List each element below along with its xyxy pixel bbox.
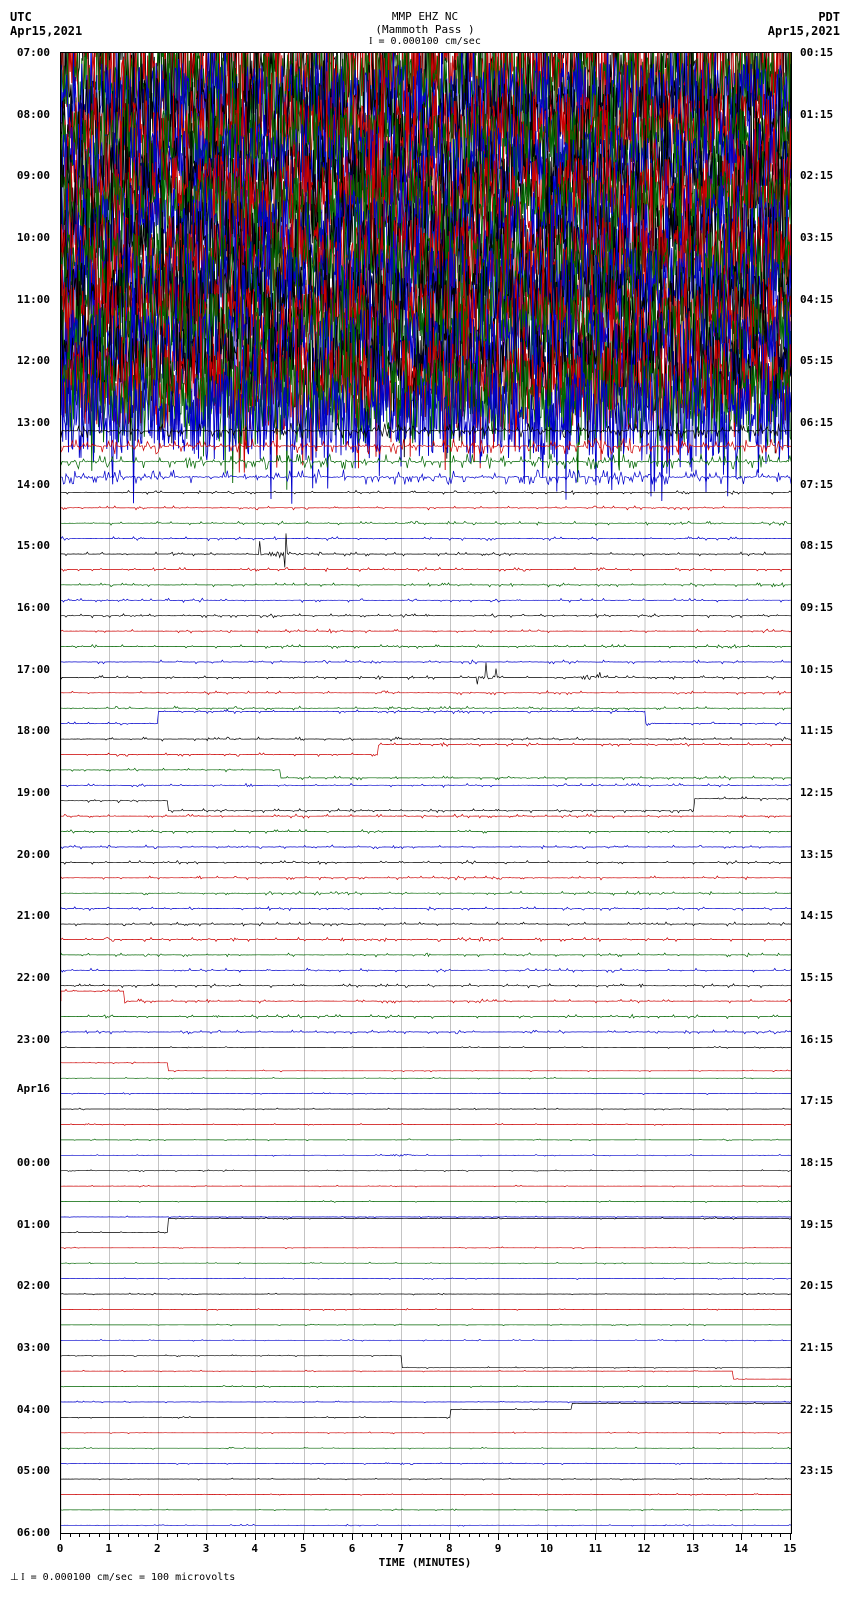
x-tick-label: 8 xyxy=(446,1542,453,1555)
right-hour-label: 18:15 xyxy=(800,1156,833,1169)
left-hour-label: 18:00 xyxy=(17,724,50,737)
x-tick-label: 3 xyxy=(203,1542,210,1555)
station-location: (Mammoth Pass ) xyxy=(90,23,760,36)
right-hour-label: 10:15 xyxy=(800,663,833,676)
x-axis-label: TIME (MINUTES) xyxy=(379,1556,472,1569)
header-left: UTC Apr15,2021 xyxy=(10,10,90,38)
left-hour-label: 02:00 xyxy=(17,1279,50,1292)
footer: ⊥ I = 0.000100 cm/sec = 100 microvolts xyxy=(10,1572,840,1583)
right-hour-label: 02:15 xyxy=(800,169,833,182)
right-hour-label: 01:15 xyxy=(800,108,833,121)
x-axis: TIME (MINUTES) 0123456789101112131415 xyxy=(60,1534,790,1564)
scale-bar-icon: ⊥ I xyxy=(10,1572,25,1583)
left-hour-label: 00:00 xyxy=(17,1156,50,1169)
x-tick-label: 5 xyxy=(300,1542,307,1555)
right-time-labels: 00:1501:1502:1503:1504:1505:1506:1507:15… xyxy=(796,52,842,1532)
x-tick-label: 12 xyxy=(637,1542,650,1555)
left-hour-label: 23:00 xyxy=(17,1033,50,1046)
x-tick-label: 13 xyxy=(686,1542,699,1555)
left-hour-label: 15:00 xyxy=(17,539,50,552)
left-hour-label: 03:00 xyxy=(17,1341,50,1354)
right-hour-label: 20:15 xyxy=(800,1279,833,1292)
left-hour-label: 12:00 xyxy=(17,354,50,367)
right-hour-label: 14:15 xyxy=(800,909,833,922)
x-tick-label: 9 xyxy=(495,1542,502,1555)
left-hour-label: 05:00 xyxy=(17,1464,50,1477)
header-right: PDT Apr15,2021 xyxy=(760,10,840,38)
right-hour-label: 16:15 xyxy=(800,1033,833,1046)
plot-wrap: 07:0008:0009:0010:0011:0012:0013:0014:00… xyxy=(10,52,840,1534)
x-tick-label: 15 xyxy=(783,1542,796,1555)
right-hour-label: 06:15 xyxy=(800,416,833,429)
scale-line: I = 0.000100 cm/sec xyxy=(90,36,760,47)
x-tick-label: 7 xyxy=(397,1542,404,1555)
tz-right: PDT xyxy=(760,10,840,24)
left-hour-label: 16:00 xyxy=(17,601,50,614)
x-tick-label: 10 xyxy=(540,1542,553,1555)
left-hour-label: 21:00 xyxy=(17,909,50,922)
right-hour-label: 07:15 xyxy=(800,478,833,491)
left-time-labels: 07:0008:0009:0010:0011:0012:0013:0014:00… xyxy=(8,52,54,1532)
date-left: Apr15,2021 xyxy=(10,24,90,38)
left-hour-label: 07:00 xyxy=(17,46,50,59)
left-hour-label: 11:00 xyxy=(17,293,50,306)
date-right: Apr15,2021 xyxy=(760,24,840,38)
right-hour-label: 19:15 xyxy=(800,1218,833,1231)
right-hour-label: 04:15 xyxy=(800,293,833,306)
left-hour-label: 06:00 xyxy=(17,1526,50,1539)
right-hour-label: 13:15 xyxy=(800,848,833,861)
left-hour-label: 20:00 xyxy=(17,848,50,861)
left-hour-label: 08:00 xyxy=(17,108,50,121)
right-hour-label: 12:15 xyxy=(800,786,833,799)
seismogram-plot xyxy=(60,52,792,1534)
left-hour-label: 04:00 xyxy=(17,1403,50,1416)
x-tick-label: 0 xyxy=(57,1542,64,1555)
x-tick-label: 11 xyxy=(589,1542,602,1555)
left-hour-label: 14:00 xyxy=(17,478,50,491)
right-hour-label: 00:15 xyxy=(800,46,833,59)
tz-left: UTC xyxy=(10,10,90,24)
footer-text: = 0.000100 cm/sec = 100 microvolts xyxy=(31,1572,236,1583)
left-date2-label: Apr16 xyxy=(17,1082,50,1095)
x-tick-label: 6 xyxy=(349,1542,356,1555)
right-hour-label: 03:15 xyxy=(800,231,833,244)
header-center: MMP EHZ NC (Mammoth Pass ) I = 0.000100 … xyxy=(90,10,760,47)
right-hour-label: 15:15 xyxy=(800,971,833,984)
x-tick-label: 2 xyxy=(154,1542,161,1555)
right-hour-label: 21:15 xyxy=(800,1341,833,1354)
right-hour-label: 17:15 xyxy=(800,1094,833,1107)
right-hour-label: 23:15 xyxy=(800,1464,833,1477)
right-hour-label: 05:15 xyxy=(800,354,833,367)
station-id: MMP EHZ NC xyxy=(90,10,760,23)
x-tick-label: 14 xyxy=(735,1542,748,1555)
header: UTC Apr15,2021 MMP EHZ NC (Mammoth Pass … xyxy=(10,10,840,47)
right-hour-label: 09:15 xyxy=(800,601,833,614)
right-hour-label: 08:15 xyxy=(800,539,833,552)
left-hour-label: 10:00 xyxy=(17,231,50,244)
left-hour-label: 22:00 xyxy=(17,971,50,984)
left-hour-label: 09:00 xyxy=(17,169,50,182)
left-hour-label: 17:00 xyxy=(17,663,50,676)
right-hour-label: 11:15 xyxy=(800,724,833,737)
left-hour-label: 01:00 xyxy=(17,1218,50,1231)
right-hour-label: 22:15 xyxy=(800,1403,833,1416)
x-tick-label: 1 xyxy=(105,1542,112,1555)
left-hour-label: 13:00 xyxy=(17,416,50,429)
left-hour-label: 19:00 xyxy=(17,786,50,799)
x-tick-label: 4 xyxy=(251,1542,258,1555)
